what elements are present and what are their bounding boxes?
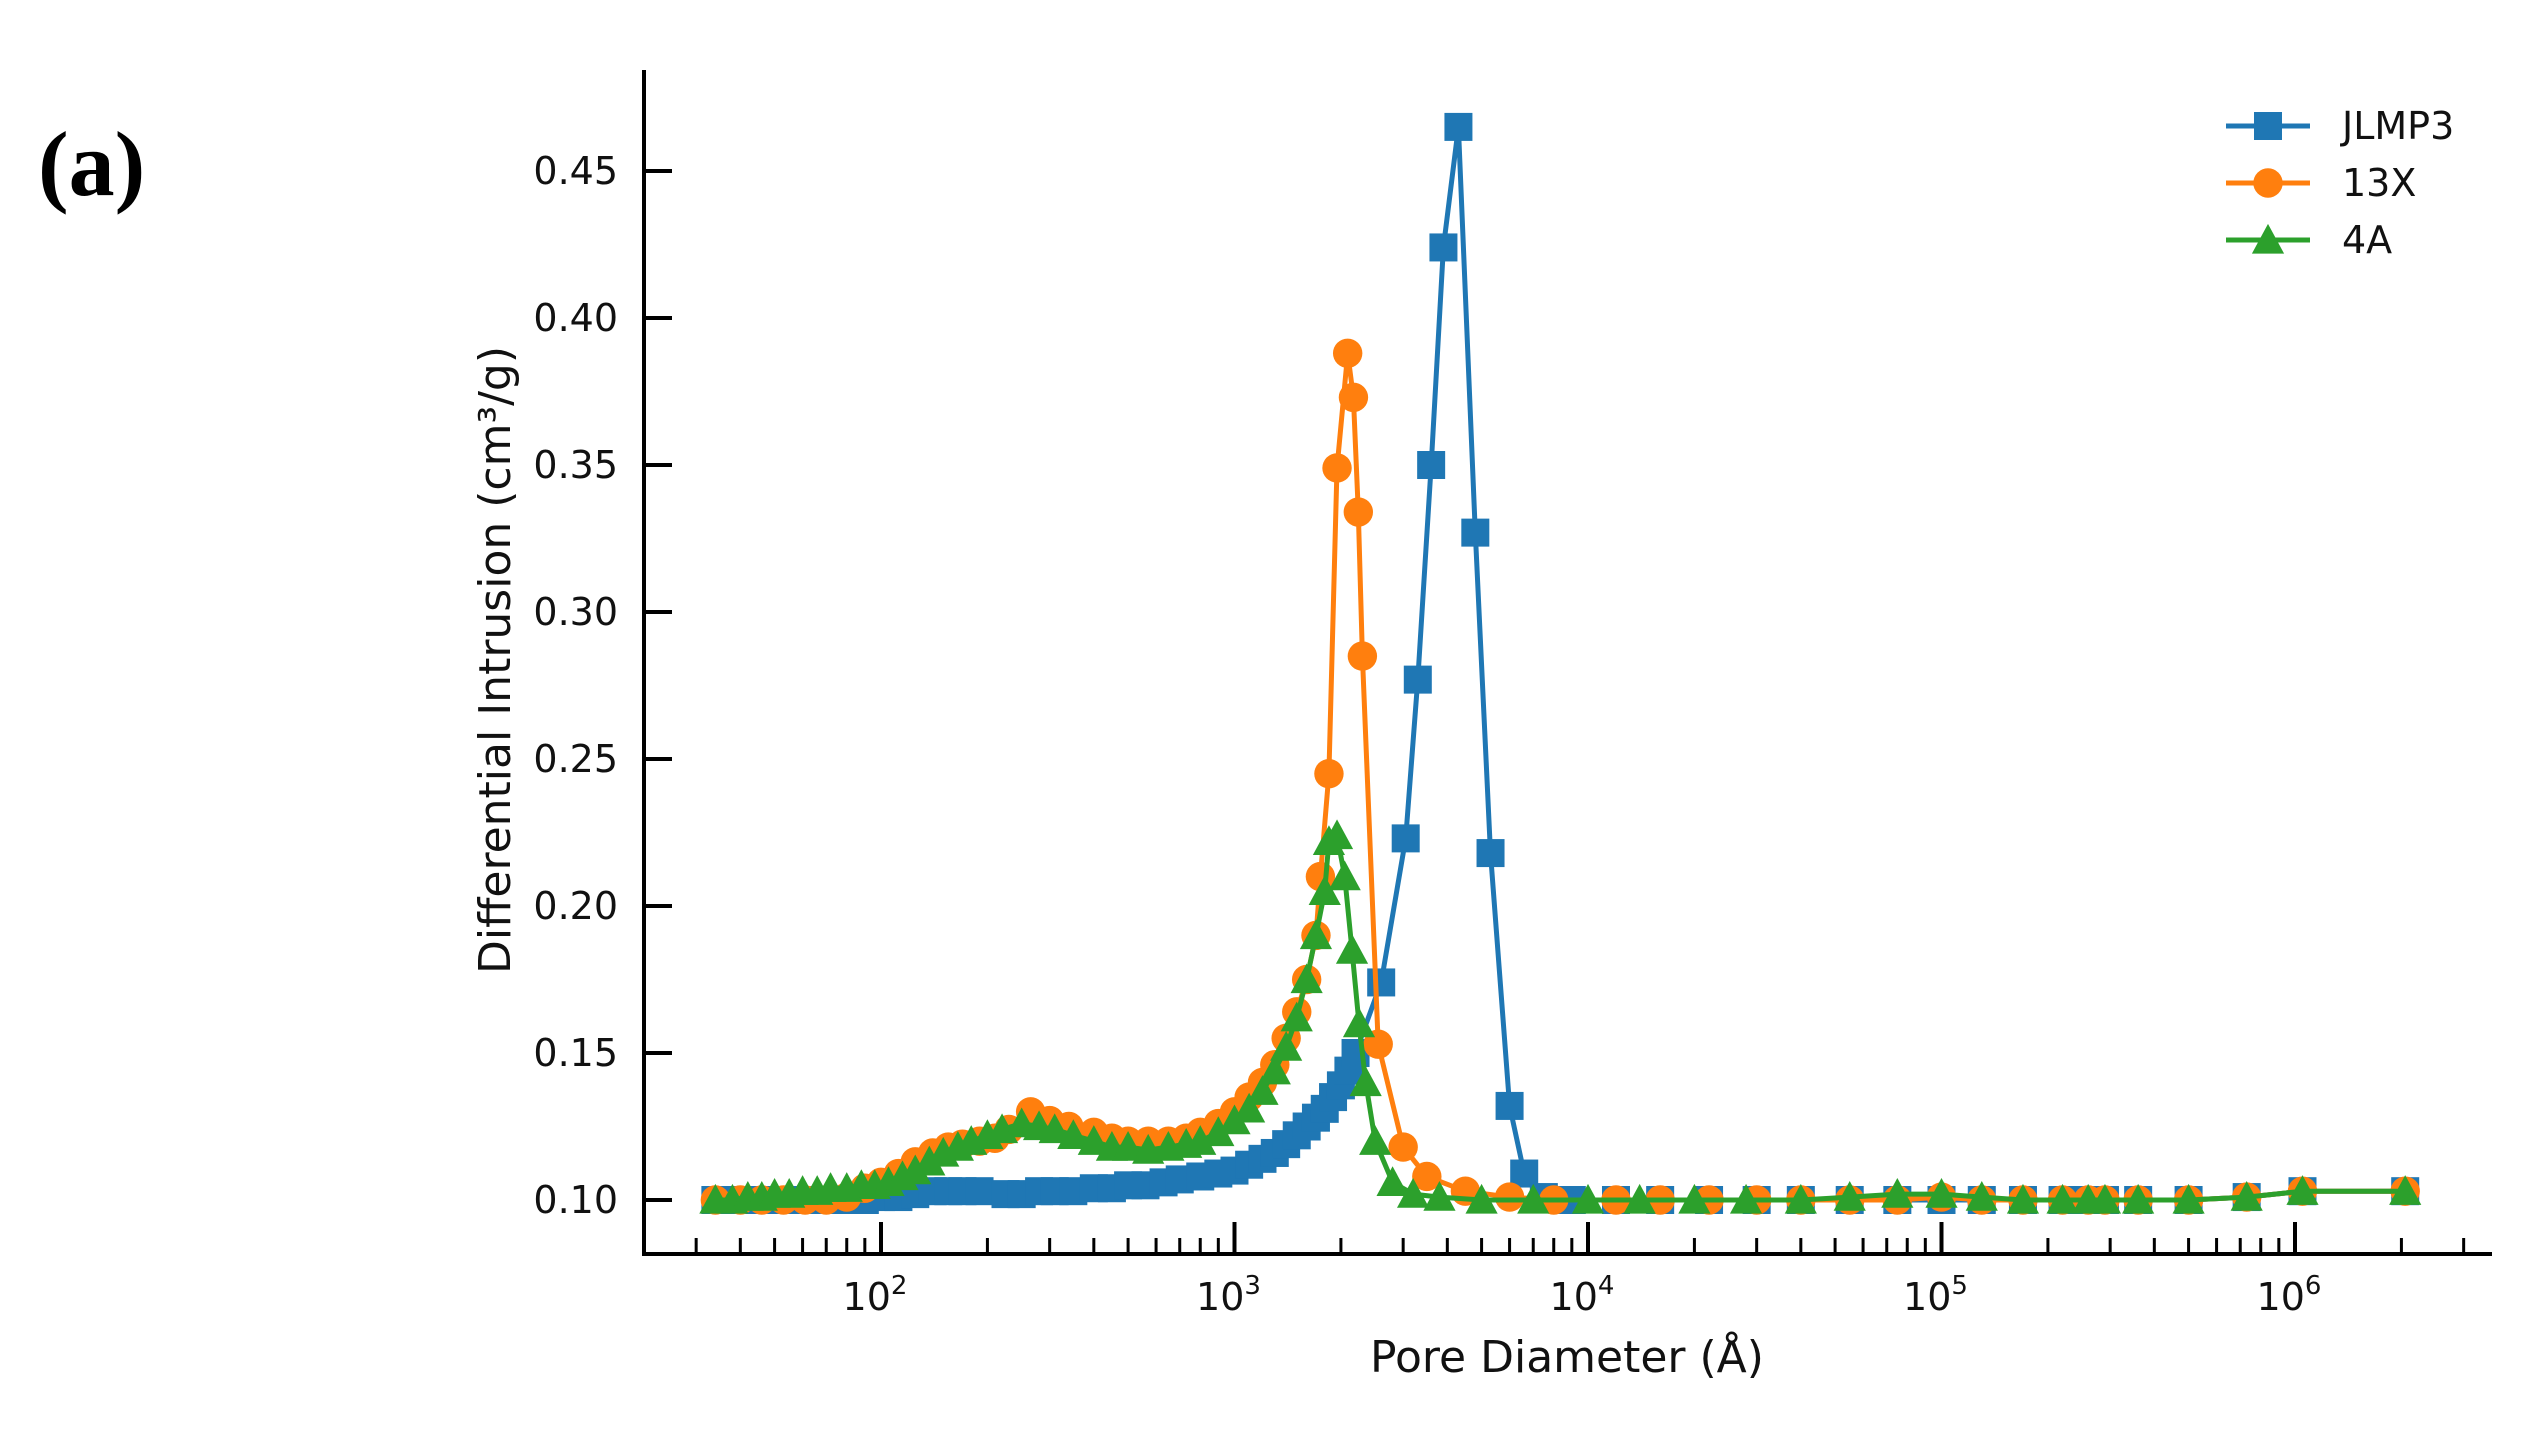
data-point — [2172, 1183, 2205, 1214]
data-point — [1322, 453, 1352, 483]
data-point — [1417, 451, 1446, 479]
data-point — [2286, 1175, 2319, 1205]
data-point — [1343, 497, 1374, 527]
legend-square-icon — [2254, 112, 2282, 140]
x-tick-label: 105 — [1903, 1271, 1968, 1319]
data-point — [1429, 233, 1458, 262]
data-point — [913, 1145, 946, 1176]
legend-item-13x: 13X — [2226, 161, 2416, 205]
data-point — [1391, 824, 1420, 853]
x-tick-label: 103 — [1196, 1271, 1261, 1319]
data-point — [1444, 112, 1473, 141]
data-point — [1299, 919, 1333, 950]
data-point — [1270, 1031, 1303, 1061]
data-point — [1412, 1161, 1442, 1192]
data-point — [1233, 1092, 1266, 1123]
data-point — [1057, 1119, 1090, 1150]
data-point — [1038, 1113, 1071, 1144]
data-point — [1308, 875, 1341, 905]
series-layer — [699, 112, 2422, 1215]
x-ticks: 102 103 104 105 106 — [694, 1222, 2466, 1319]
data-point — [1111, 1130, 1145, 1161]
data-point — [1077, 1125, 1110, 1155]
data-point — [2046, 1183, 2079, 1214]
data-point — [1465, 1183, 1498, 1214]
data-point — [1396, 1178, 1430, 1208]
data-point — [1494, 1182, 1525, 1212]
data-point — [1495, 1091, 1524, 1120]
series-4a — [699, 819, 2422, 1214]
legend-label: 4A — [2342, 218, 2392, 262]
data-point — [1423, 1180, 1456, 1211]
axes: 0.100.150.200.250.300.350.400.45 102 103 1… — [533, 70, 2492, 1319]
x-tick-label: 106 — [2257, 1271, 2322, 1319]
data-point — [1571, 1183, 1605, 1214]
data-point — [2088, 1183, 2122, 1214]
data-point — [1623, 1183, 1656, 1214]
data-point — [1332, 338, 1363, 368]
data-point — [1338, 382, 1369, 413]
data-point — [1280, 1001, 1313, 1032]
y-tick-label: 0.15 — [533, 1031, 618, 1075]
data-point — [1246, 1075, 1279, 1105]
y-tick-label: 0.45 — [533, 149, 618, 193]
data-point — [1403, 665, 1432, 694]
data-point — [1320, 819, 1354, 850]
y-ticks: 0.10 0.15 0.20 0.25 0.30 0.35 0.40 0.45 — [533, 149, 672, 1222]
data-point — [1342, 1007, 1376, 1038]
y-tick-label: 0.35 — [533, 443, 618, 487]
data-point — [1202, 1116, 1235, 1147]
data-point — [899, 1154, 932, 1185]
data-point — [1290, 963, 1323, 994]
data-point — [965, 1177, 994, 1206]
data-point — [1184, 1125, 1217, 1155]
legend-item-4a: 4A — [2226, 218, 2392, 262]
data-point — [2230, 1180, 2263, 1211]
y-tick-label: 0.10 — [533, 1178, 618, 1222]
data-point — [1833, 1180, 1866, 1211]
y-tick-label: 0.25 — [533, 737, 618, 781]
data-point — [1510, 1159, 1539, 1188]
data-point — [1349, 1066, 1382, 1097]
data-point — [1314, 759, 1344, 789]
data-point — [1328, 860, 1361, 891]
legend-item-jlmp3: JLMP3 — [2226, 104, 2454, 148]
data-point — [2122, 1183, 2155, 1214]
panel-label: (a) — [38, 113, 146, 215]
y-tick-label: 0.40 — [533, 296, 618, 340]
data-point — [2006, 1183, 2040, 1214]
legend-circle-icon — [2253, 168, 2283, 198]
data-point — [1517, 1183, 1550, 1214]
data-point — [1335, 934, 1369, 964]
series-13x — [700, 338, 2420, 1215]
data-point — [1881, 1178, 1914, 1208]
data-point — [1476, 839, 1505, 868]
data-point — [1965, 1180, 1998, 1211]
data-point — [1218, 1104, 1251, 1135]
data-point — [1359, 1125, 1392, 1155]
legend-label: JLMP3 — [2340, 104, 2454, 148]
x-tick-label: 104 — [1550, 1271, 1615, 1319]
data-point — [1925, 1178, 1958, 1208]
data-point — [1367, 968, 1396, 997]
data-point — [1376, 1166, 1409, 1197]
data-point — [1388, 1132, 1418, 1162]
legend-triangle-icon — [2251, 223, 2285, 254]
x-tick-label: 102 — [843, 1271, 908, 1319]
legend: JLMP3 13X 4A — [2226, 104, 2454, 262]
data-point — [1461, 518, 1490, 547]
legend-label: 13X — [2342, 161, 2416, 205]
data-point — [1729, 1183, 1763, 1214]
x-axis-label: Pore Diameter (Å) — [1370, 1330, 1764, 1383]
y-axis-label: Differential Intrusion (cm³/g) — [470, 346, 521, 974]
series-jlmp3 — [701, 112, 2420, 1214]
data-point — [1784, 1183, 1817, 1214]
data-point — [1678, 1183, 1711, 1214]
data-point — [1258, 1054, 1291, 1085]
data-point — [1347, 641, 1378, 671]
y-tick-label: 0.20 — [533, 884, 618, 928]
data-point — [2389, 1175, 2422, 1205]
y-tick-label: 0.30 — [533, 590, 618, 634]
